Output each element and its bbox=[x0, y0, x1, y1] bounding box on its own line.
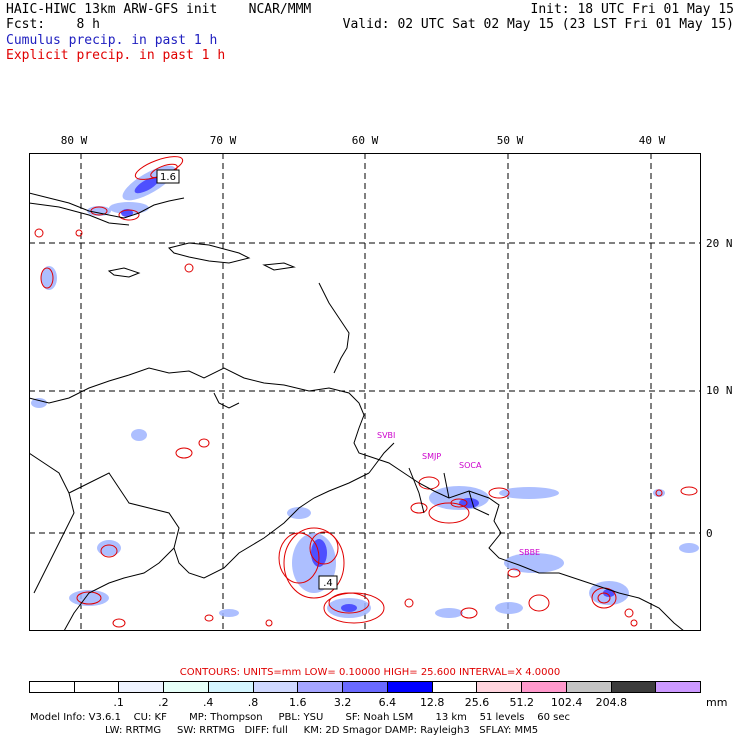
cuba-coast bbox=[29, 192, 185, 219]
colorbar-swatch-4 bbox=[208, 682, 254, 692]
puerto-rico-coast bbox=[262, 262, 296, 271]
lesser-antilles-coast bbox=[318, 282, 350, 374]
colorbar-swatch-9 bbox=[432, 682, 478, 692]
station-soca: SOCA bbox=[459, 461, 482, 470]
lon-label-60w: 60 W bbox=[351, 134, 379, 147]
precip-colorbar bbox=[29, 681, 701, 693]
station-smjp: SMJP bbox=[422, 452, 441, 461]
cuba-south-coast bbox=[29, 202, 130, 226]
colorbar-swatch-6 bbox=[298, 682, 344, 692]
init-time: Init: 18 UTC Fri 01 May 15 bbox=[530, 2, 735, 17]
colombia-peru-border bbox=[63, 547, 175, 631]
suriname-guiana-border bbox=[443, 472, 450, 499]
colorbar-label-8: 25.6 bbox=[464, 696, 490, 709]
max-value-box-2: .4 bbox=[318, 575, 338, 590]
pacific-coast bbox=[29, 452, 75, 594]
venezuela-guyana-border bbox=[368, 442, 395, 474]
colorbar-label-11: 204.8 bbox=[595, 696, 628, 709]
jamaica-coast bbox=[107, 267, 141, 278]
south-america-north-coast bbox=[29, 367, 685, 631]
lat-lon-grid bbox=[29, 153, 701, 631]
lake-maracaibo bbox=[213, 392, 240, 409]
colorbar-label-10: 102.4 bbox=[550, 696, 583, 709]
lon-label-70w: 70 W bbox=[209, 134, 237, 147]
lat-label-10n: 10 N bbox=[706, 384, 733, 397]
colorbar-swatch-13 bbox=[611, 682, 657, 692]
station-sbbe: SBBE bbox=[519, 548, 540, 557]
map-title: HAIC-HIWC 13km ARW-GFS init NCAR/MMM bbox=[6, 2, 312, 17]
colorbar-label-5: 3.2 bbox=[333, 696, 352, 709]
valid-time: Valid: 02 UTC Sat 02 May 15 (23 LST Fri … bbox=[342, 17, 734, 32]
max-label-2: .4 bbox=[323, 578, 333, 589]
max-label-1: 1.6 bbox=[160, 172, 176, 183]
colorbar-swatch-12 bbox=[566, 682, 612, 692]
colorbar-unit: mm bbox=[706, 696, 728, 709]
lon-label-80w: 80 W bbox=[60, 134, 88, 147]
colombia-venezuela-border bbox=[68, 472, 370, 579]
lat-label-20n: 20 N bbox=[706, 237, 733, 250]
model-info-line2: LW: RRTMG SW: RRTMG DIFF: full KM: 2D Sm… bbox=[105, 725, 539, 736]
colorbar-label-0: .1 bbox=[113, 696, 124, 709]
contours-info: CONTOURS: UNITS=mm LOW= 0.10000 HIGH= 25… bbox=[179, 667, 561, 678]
colorbar-swatch-8 bbox=[387, 682, 433, 692]
forecast-hour: Fcst: 8 h bbox=[6, 17, 100, 32]
colorbar-swatch-0 bbox=[30, 682, 75, 692]
model-info-line1: Model Info: V3.6.1 CU: KF MP: Thompson P… bbox=[30, 712, 570, 723]
explicit-precip-label: Explicit precip. in past 1 h bbox=[6, 48, 226, 63]
colorbar-label-4: 1.6 bbox=[289, 696, 307, 709]
colorbar-label-9: 51.2 bbox=[509, 696, 535, 709]
hispaniola-coast bbox=[168, 242, 251, 264]
precip-map: 1.6 .4 SVBI SMJP SOCA SBBE bbox=[29, 153, 701, 631]
colorbar-label-7: 12.8 bbox=[419, 696, 445, 709]
max-value-box-1: 1.6 bbox=[156, 169, 180, 184]
lon-label-50w: 50 W bbox=[496, 134, 524, 147]
colorbar-swatch-7 bbox=[343, 682, 388, 692]
colorbar-swatch-14 bbox=[656, 682, 701, 692]
cumulus-precip-label: Cumulus precip. in past 1 h bbox=[6, 33, 218, 48]
coastlines bbox=[29, 192, 685, 631]
colorbar-label-1: .2 bbox=[158, 696, 169, 709]
lat-label-0: 0 bbox=[706, 527, 713, 540]
colorbar-label-3: .8 bbox=[247, 696, 259, 709]
lon-label-40w: 40 W bbox=[638, 134, 666, 147]
colorbar-label-6: 6.4 bbox=[378, 696, 397, 709]
colorbar-swatch-11 bbox=[522, 682, 567, 692]
colorbar-swatch-5 bbox=[253, 682, 299, 692]
colorbar-swatch-1 bbox=[74, 682, 120, 692]
guiana-brazil-border bbox=[468, 490, 490, 516]
colorbar-swatch-2 bbox=[119, 682, 165, 692]
colorbar-labels: .1 .2 .4 .8 1.6 3.2 6.4 12.8 25.6 51.2 102.4 204.8 bbox=[29, 696, 701, 709]
colorbar-swatch-10 bbox=[477, 682, 523, 692]
colorbar-swatch-3 bbox=[164, 682, 209, 692]
colorbar-label-2: .4 bbox=[202, 696, 214, 709]
guyana-suriname-border bbox=[408, 467, 425, 514]
station-svbi: SVBI bbox=[377, 431, 395, 440]
